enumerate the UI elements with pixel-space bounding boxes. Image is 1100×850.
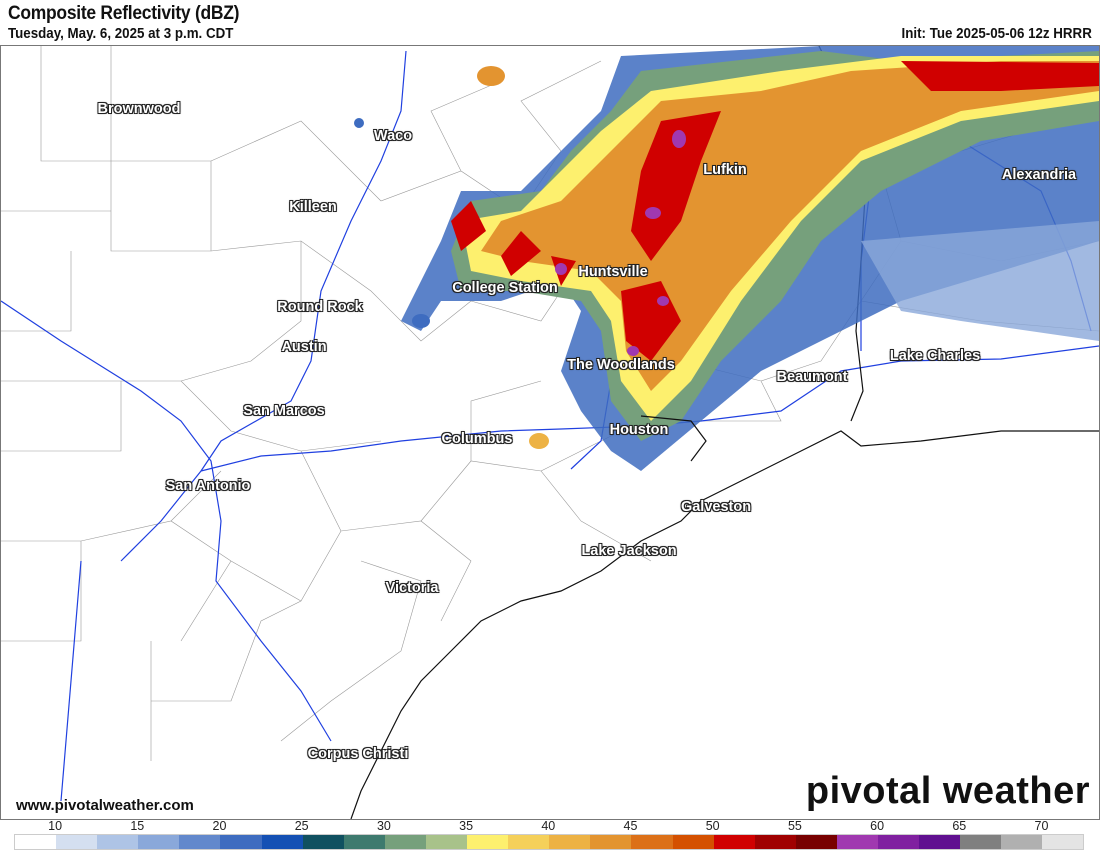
colorbar-swatch xyxy=(97,835,139,849)
city-label-columbus: Columbus xyxy=(441,431,513,447)
colorbar-swatch xyxy=(549,835,591,849)
city-label-san-marcos: San Marcos xyxy=(243,403,325,419)
city-label-waco: Waco xyxy=(373,128,413,144)
city-label-brownwood: Brownwood xyxy=(97,101,181,117)
reflectivity-map[interactable]: Brownwood Waco Killeen Lufkin Alexandria… xyxy=(0,45,1100,820)
colorbar-swatch xyxy=(672,835,714,849)
colorbar-swatch xyxy=(713,835,755,849)
city-label-college-station: College Station xyxy=(452,280,558,296)
colorbar-swatch xyxy=(919,835,961,849)
colorbar-tick-label: 65 xyxy=(952,819,967,833)
colorbar-swatch xyxy=(877,835,920,849)
map-title: Composite Reflectivity (dBZ) xyxy=(8,3,240,24)
city-label-lake-jackson: Lake Jackson xyxy=(581,543,677,559)
colorbar-swatch xyxy=(508,835,550,849)
city-label-the-woodlands: The Woodlands xyxy=(567,357,675,373)
city-label-alexandria: Alexandria xyxy=(1001,167,1077,183)
city-label-houston: Houston xyxy=(609,422,669,438)
city-label-round-rock: Round Rock xyxy=(277,299,363,315)
colorbar-swatch xyxy=(590,835,632,849)
colorbar-tick-label: 30 xyxy=(376,819,391,833)
map-canvas xyxy=(1,46,1099,819)
city-label-killeen: Killeen xyxy=(289,199,337,215)
colorbar-swatch xyxy=(56,835,98,849)
colorbar-swatch xyxy=(384,835,426,849)
colorbar xyxy=(14,834,1085,850)
colorbar-tick-label: 50 xyxy=(705,819,720,833)
colorbar-tick-label: 45 xyxy=(623,819,638,833)
colorbar-swatch xyxy=(343,835,385,849)
colorbar-swatch xyxy=(179,835,221,849)
init-time: Init: Tue 2025-05-06 12z HRRR xyxy=(901,26,1092,42)
valid-time: Tuesday, May. 6, 2025 at 3 p.m. CDT xyxy=(8,26,234,42)
colorbar-swatch xyxy=(467,835,509,849)
colorbar-swatch xyxy=(15,835,57,849)
colorbar-swatch xyxy=(1001,835,1043,849)
city-label-galveston: Galveston xyxy=(680,499,752,515)
colorbar-tick-label: 55 xyxy=(787,819,802,833)
colorbar-tick-label: 60 xyxy=(870,819,885,833)
website-link[interactable]: www.pivotalweather.com xyxy=(16,797,194,814)
colorbar-tick-label: 70 xyxy=(1034,819,1049,833)
storm-reflectivity xyxy=(354,46,1099,471)
city-label-austin: Austin xyxy=(281,339,327,355)
colorbar-swatch xyxy=(754,835,796,849)
brand-logo: pivotal weather xyxy=(805,770,1090,812)
colorbar-swatch xyxy=(425,835,468,849)
colorbar-swatch xyxy=(836,835,878,849)
colorbar-swatch xyxy=(261,835,303,849)
city-label-corpus-christi: Corpus Christi xyxy=(307,746,409,762)
colorbar-swatch xyxy=(302,835,344,849)
city-label-san-antonio: San Antonio xyxy=(165,478,251,494)
city-label-victoria: Victoria xyxy=(385,580,439,596)
city-label-beaumont: Beaumont xyxy=(776,369,848,385)
colorbar-swatch xyxy=(631,835,673,849)
colorbar-tick-label: 20 xyxy=(212,819,227,833)
colorbar-tick-label: 15 xyxy=(130,819,145,833)
colorbar-tick-label: 40 xyxy=(541,819,556,833)
colorbar-tick-label: 35 xyxy=(459,819,474,833)
colorbar-swatch xyxy=(795,835,837,849)
coastline xyxy=(350,415,1099,819)
city-label-lufkin: Lufkin xyxy=(703,162,747,178)
colorbar-swatch xyxy=(138,835,180,849)
colorbar-swatch xyxy=(220,835,262,849)
colorbar-tick-label: 25 xyxy=(294,819,309,833)
colorbar-swatch xyxy=(960,835,1002,849)
city-label-huntsville: Huntsville xyxy=(578,264,648,280)
colorbar-swatch xyxy=(1042,835,1084,849)
colorbar-tick-label: 10 xyxy=(48,819,63,833)
city-label-lake-charles: Lake Charles xyxy=(889,348,981,364)
